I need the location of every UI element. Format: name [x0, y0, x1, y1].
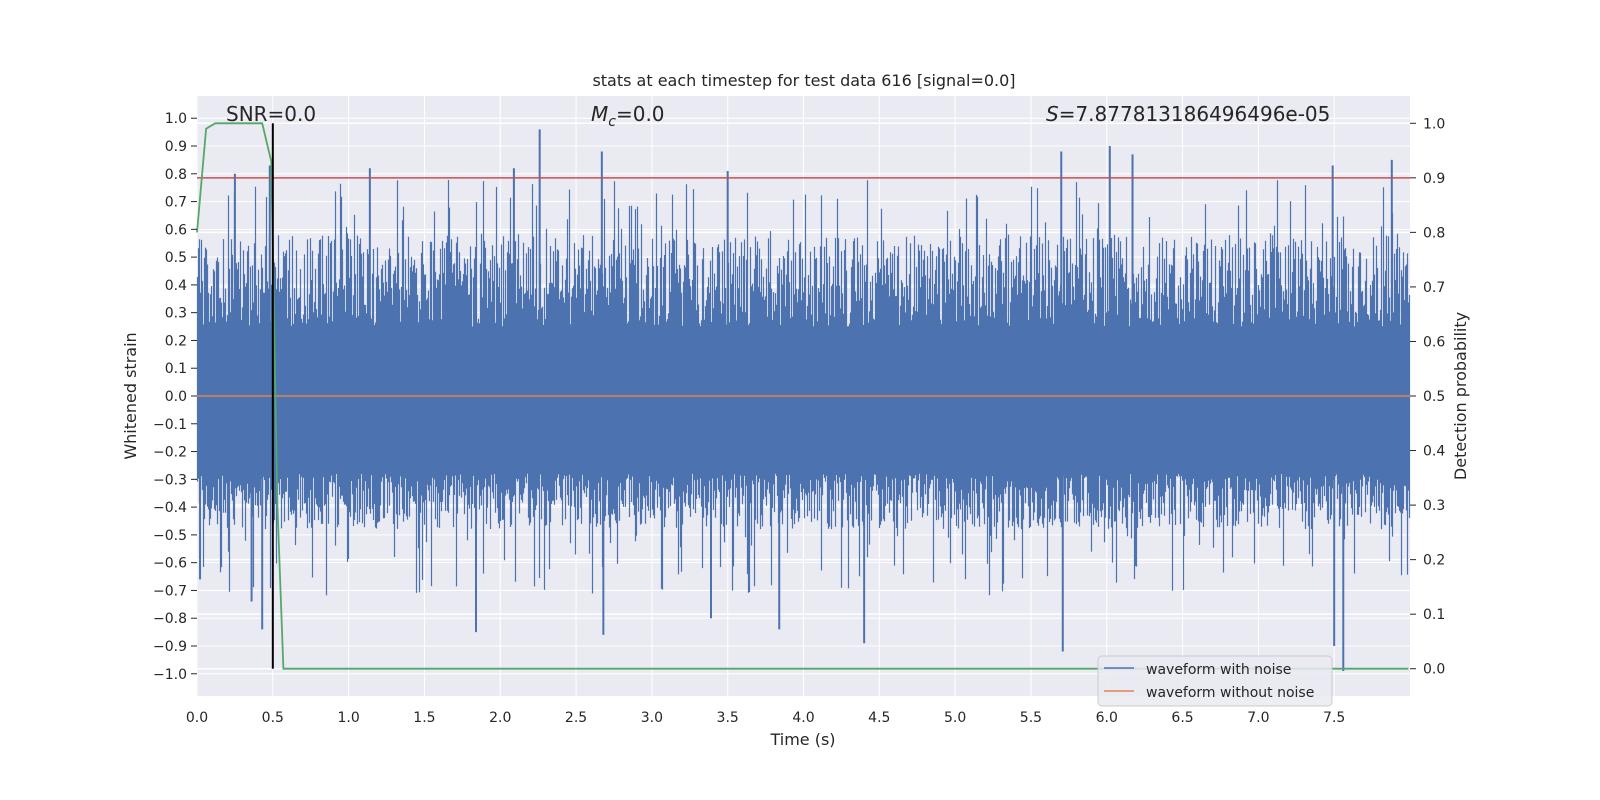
mc-symbol: M	[591, 102, 608, 126]
legend-box	[1097, 655, 1333, 707]
y2-tick-label: 0.8	[1423, 225, 1445, 241]
x-tick-label: 7.5	[1323, 710, 1345, 726]
y-tick-label: −0.7	[153, 583, 187, 599]
x-axis-ticks: 0.0 0.5 1.0 1.5 2.0 2.5 3.0 3.5 4.0 4.5 5.0 5.5 6.0 6…	[186, 710, 1345, 726]
y2-tick-label: 0.3	[1423, 498, 1445, 514]
y-tick-label: 0.2	[165, 333, 187, 349]
y-tick-label: −1.0	[153, 667, 187, 683]
x-tick-label: 3.5	[717, 710, 739, 726]
y-tick-label: −0.6	[153, 556, 187, 572]
y-tick-label: 0.5	[165, 250, 187, 266]
y-tick-label: −0.5	[153, 528, 187, 544]
y-tick-label: −0.9	[153, 639, 187, 655]
waveform-with-noise-series	[196, 129, 1411, 671]
snr-annotation: SNR=0.0	[226, 102, 316, 126]
legend: waveform with noise waveform without noi…	[1097, 655, 1333, 707]
y-tick-label: 0.9	[165, 139, 187, 155]
y2-tick-label: 0.7	[1423, 280, 1445, 296]
y2-tick-label: 0.5	[1423, 389, 1445, 405]
s-value: =7.877813186496496e-05	[1059, 102, 1331, 126]
x-tick-label: 2.5	[565, 710, 587, 726]
x-tick-label: 0.0	[186, 710, 208, 726]
chart-title: stats at each timestep for test data 616…	[592, 71, 1015, 90]
x-tick-label: 4.5	[868, 710, 890, 726]
x-tick-label: 3.0	[641, 710, 663, 726]
y-tick-label: 0.4	[165, 278, 187, 294]
detection-probability-line	[196, 122, 1409, 670]
x-axis-label: Time (s)	[769, 730, 835, 749]
s-annotation: S=7.877813186496496e-05	[1046, 102, 1330, 126]
y2-axis-ticks: 1.0 0.9 0.8 0.7 0.6 0.5 0.4 0.3 0.2 0.1 0.0	[1410, 116, 1445, 678]
y2-tick-label: 0.1	[1423, 607, 1445, 623]
x-tick-label: 0.5	[262, 710, 284, 726]
y2-tick-label: 0.6	[1423, 334, 1445, 350]
legend-label-clean: waveform without noise	[1146, 685, 1314, 701]
y-tick-label: 0.1	[165, 361, 187, 377]
x-tick-label: 7.0	[1247, 710, 1269, 726]
y-tick-label: 0.8	[165, 167, 187, 183]
y-tick-label: 0.0	[165, 389, 187, 405]
x-tick-label: 1.0	[337, 710, 359, 726]
y-tick-label: 0.6	[165, 222, 187, 238]
x-tick-label: 6.0	[1096, 710, 1118, 726]
x-tick-label: 6.5	[1171, 710, 1193, 726]
y-tick-label: −0.2	[153, 445, 187, 461]
noise-core	[197, 340, 1410, 466]
mc-value: =0.0	[616, 102, 665, 126]
y-axis-ticks: 1.0 0.9 0.8 0.7 0.6 0.5 0.4 0.3 0.2 0.1 0.0 −0.1 −0.…	[153, 111, 197, 683]
s-symbol: S	[1046, 102, 1059, 126]
y2-tick-label: 0.9	[1423, 171, 1445, 187]
y-tick-label: 1.0	[165, 111, 187, 127]
x-tick-label: 5.0	[944, 710, 966, 726]
y-tick-label: −0.4	[153, 500, 187, 516]
y-tick-label: −0.1	[153, 417, 187, 433]
x-tick-label: 5.5	[1020, 710, 1042, 726]
mc-subscript: c	[608, 114, 616, 130]
y-tick-label: −0.3	[153, 472, 187, 488]
y-tick-label: 0.7	[165, 195, 187, 211]
y2-tick-label: 0.0	[1423, 662, 1445, 678]
x-tick-label: 2.0	[489, 710, 511, 726]
x-tick-label: 4.0	[792, 710, 814, 726]
y2-tick-label: 1.0	[1423, 116, 1445, 132]
legend-label-noise: waveform with noise	[1146, 662, 1291, 678]
y2-axis-label: Detection probability	[1451, 312, 1470, 480]
y2-tick-label: 0.2	[1423, 553, 1445, 569]
x-tick-label: 1.5	[413, 710, 435, 726]
y-axis-label: Whitened strain	[121, 332, 140, 459]
y-tick-label: −0.8	[153, 611, 187, 627]
y-tick-label: 0.3	[165, 306, 187, 322]
y2-tick-label: 0.4	[1423, 444, 1445, 460]
overlay-lines	[196, 122, 1410, 670]
mc-annotation: Mc=0.0	[591, 102, 665, 130]
